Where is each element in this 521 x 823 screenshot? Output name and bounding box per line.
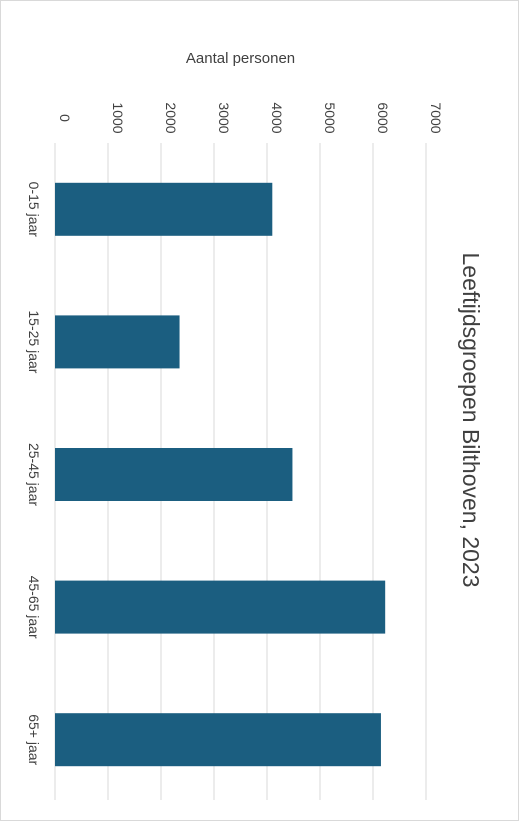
category-label: 25-45 jaar — [26, 443, 42, 506]
value-axis-title: Aantal personen — [186, 50, 295, 67]
value-tick-label: 2000 — [163, 102, 179, 133]
value-tick-label: 6000 — [375, 102, 391, 133]
bar — [55, 448, 293, 501]
bar — [55, 713, 381, 767]
value-tick-label: 1000 — [110, 102, 126, 133]
category-label: 0-15 jaar — [26, 182, 42, 238]
category-label: 45-65 jaar — [26, 576, 42, 639]
value-tick-label: 7000 — [428, 102, 444, 133]
value-tick-labels: 0 1000 2000 3000 4000 5000 6000 7000 — [57, 102, 444, 133]
chart-title: Leeftijdsgroepen Bilthoven, 2023 — [458, 252, 484, 587]
bar — [55, 315, 180, 369]
value-tick-label: 5000 — [322, 102, 338, 133]
value-tick-label: 4000 — [269, 102, 285, 133]
bar — [55, 182, 273, 236]
category-label: 15-25 jaar — [26, 310, 42, 373]
category-labels: 0-15 jaar 15-25 jaar 25-45 jaar 45-65 jaar 6… — [26, 182, 42, 766]
bar — [55, 580, 386, 634]
value-tick-label: 3000 — [216, 102, 232, 133]
value-tick-label: 0 — [57, 114, 73, 122]
category-label: 65+ jaar — [26, 714, 42, 765]
bars — [55, 182, 386, 767]
